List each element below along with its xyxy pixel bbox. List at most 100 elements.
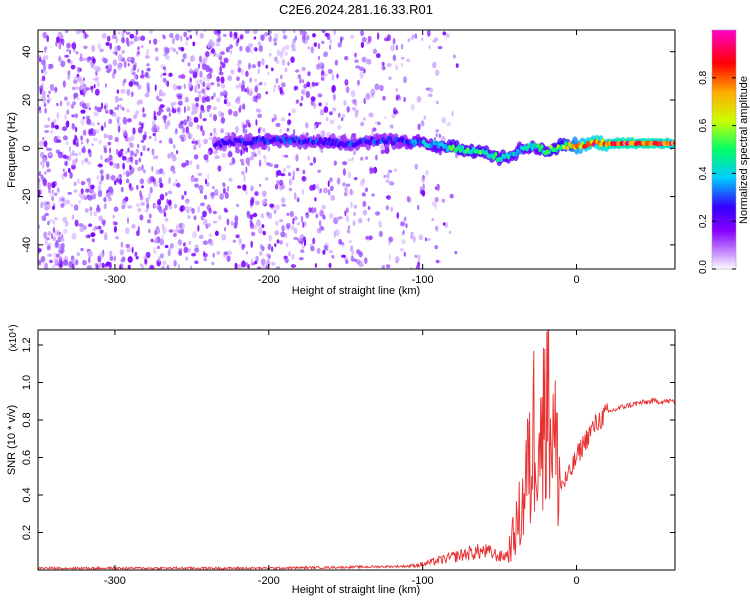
noise-blob <box>367 217 370 222</box>
noise-blob <box>424 170 429 176</box>
noise-blob <box>410 231 414 236</box>
noise-blob <box>261 58 265 66</box>
noise-blob <box>395 44 398 51</box>
noise-blob <box>380 144 385 151</box>
noise-blob <box>221 233 227 241</box>
noise-blob <box>86 118 92 125</box>
noise-blob <box>245 157 251 165</box>
noise-blob <box>353 211 356 217</box>
noise-blob <box>75 142 79 148</box>
noise-blob <box>322 249 326 255</box>
noise-blob <box>350 34 355 39</box>
noise-blob <box>331 73 335 81</box>
ridge-core <box>443 143 448 149</box>
noise-blob <box>65 170 68 178</box>
noise-blob <box>237 59 242 65</box>
ridge-core <box>335 138 339 144</box>
noise-blob <box>358 251 363 258</box>
noise-blob <box>112 214 115 219</box>
noise-blob <box>320 70 325 77</box>
noise-blob <box>223 227 227 232</box>
noise-blob <box>328 262 332 268</box>
colorbar-label: Normalized spectral amplitude <box>738 76 750 224</box>
noise-blob <box>90 184 95 190</box>
noise-blob <box>55 102 60 107</box>
noise-blob <box>115 115 121 121</box>
noise-blob <box>216 76 220 83</box>
noise-blob <box>422 183 425 191</box>
noise-blob <box>49 63 54 69</box>
noise-blob <box>183 83 186 90</box>
noise-blob <box>41 82 44 86</box>
noise-blob <box>226 101 232 107</box>
noise-blob <box>355 111 358 119</box>
noise-blob <box>376 32 380 40</box>
noise-blob <box>336 177 341 185</box>
noise-blob <box>300 215 304 223</box>
noise-blob <box>372 48 378 55</box>
colorbar-frame <box>711 29 737 270</box>
ridge-core <box>218 143 223 149</box>
noise-blob <box>341 36 344 41</box>
noise-blob <box>295 69 300 73</box>
noise-blob <box>93 84 96 89</box>
noise-blob <box>199 55 202 63</box>
snr-x-tick-label: -100 <box>412 575 434 587</box>
noise-blob <box>73 204 79 211</box>
noise-blob <box>202 56 208 64</box>
noise-blob <box>211 96 214 100</box>
noise-blob <box>121 205 126 210</box>
noise-blob <box>192 70 197 74</box>
noise-blob <box>260 34 265 41</box>
ridge-core <box>564 141 568 147</box>
noise-blob <box>130 158 133 164</box>
noise-blob <box>63 259 69 266</box>
noise-blob <box>185 256 189 261</box>
noise-blob <box>393 110 399 115</box>
noise-blob <box>403 216 407 222</box>
noise-blob <box>177 230 181 234</box>
noise-blob <box>332 93 336 101</box>
noise-blob <box>206 82 211 89</box>
noise-blob <box>410 234 414 240</box>
noise-blob <box>188 116 192 124</box>
noise-blob <box>250 240 253 248</box>
noise-blob <box>194 247 200 253</box>
noise-blob <box>290 264 296 268</box>
noise-blob <box>159 238 165 246</box>
snr-series-layer <box>38 330 675 570</box>
noise-blob <box>296 222 301 226</box>
noise-blob <box>208 136 213 141</box>
noise-blob <box>260 258 266 266</box>
noise-blob <box>153 247 157 255</box>
noise-blob <box>200 125 203 132</box>
noise-blob <box>72 159 77 166</box>
noise-blob <box>201 88 206 95</box>
noise-blob <box>122 155 127 161</box>
noise-blob <box>261 199 267 205</box>
noise-blob <box>309 85 312 89</box>
noise-blob <box>290 56 295 63</box>
noise-blob <box>82 116 86 120</box>
noise-blob <box>117 125 121 133</box>
noise-blob <box>47 182 52 190</box>
noise-blob <box>129 33 135 39</box>
colorbar-gradient <box>712 30 736 269</box>
noise-blob <box>97 122 100 126</box>
noise-blob <box>186 209 190 214</box>
noise-blob <box>286 165 291 169</box>
noise-blob <box>149 264 155 269</box>
colorbar-tick-label: 0.8 <box>698 70 709 84</box>
noise-blob <box>215 155 221 160</box>
noise-blob <box>329 44 332 50</box>
noise-blob <box>103 105 107 110</box>
noise-blob <box>58 42 62 50</box>
colorbar-tick-label: 0.0 <box>698 260 709 274</box>
noise-blob <box>70 104 75 109</box>
noise-blob <box>247 163 250 167</box>
noise-blob <box>239 158 244 163</box>
noise-blob <box>39 161 45 166</box>
noise-blob <box>182 119 188 126</box>
noise-blob <box>191 110 194 116</box>
noise-blob <box>52 236 56 241</box>
